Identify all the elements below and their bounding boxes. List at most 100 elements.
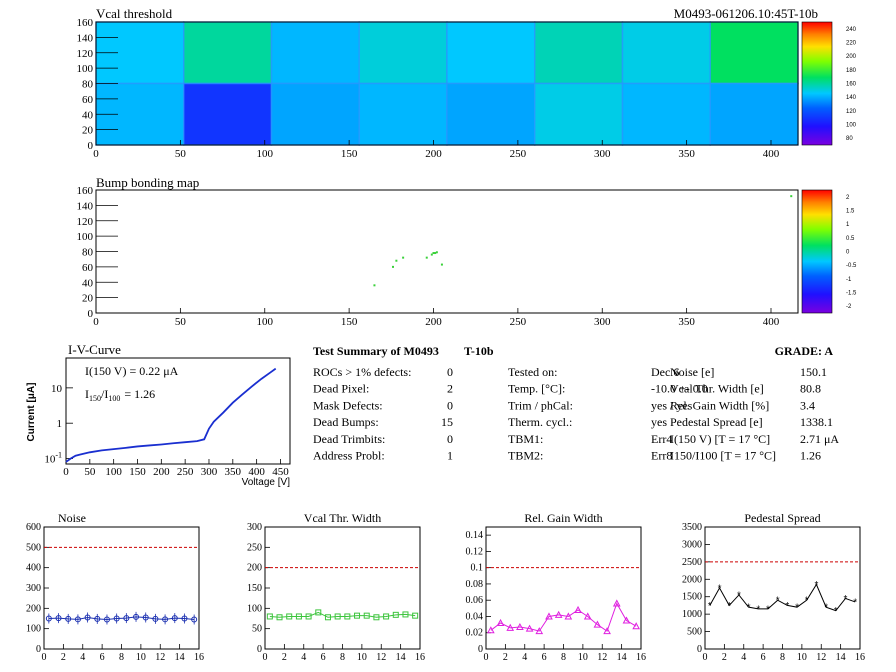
y-tick-label: 140 <box>77 200 94 212</box>
summary-label: I150/I100 [T = 17 °C] <box>670 449 776 463</box>
y-tick-label: 120 <box>77 48 94 60</box>
summary-label: Temp. [°C]: <box>508 382 565 396</box>
data-point <box>412 612 419 619</box>
colorbar-tick-label: -1 <box>846 277 852 283</box>
y-tick-label: 100 <box>77 63 94 75</box>
x-tick-label: 12 <box>597 652 607 663</box>
y-tick-label: 100 <box>26 624 41 635</box>
dead-bump-point <box>373 284 376 287</box>
bump-colorbar <box>801 189 833 314</box>
data-point <box>315 609 322 616</box>
data-point <box>383 613 390 620</box>
y-tick-label: 0 <box>478 644 483 655</box>
data-point <box>487 626 495 634</box>
vcal-threshold-panel: Vcal threshold M0493-061206.10:45T-10b 0… <box>77 6 857 160</box>
colorbar-tick-label: 1 <box>846 222 850 228</box>
module-id-label: M0493-061206.10:45T-10b <box>674 6 818 21</box>
y-tick-label: 60 <box>82 94 94 106</box>
x-tick-label: 6 <box>761 652 766 663</box>
dead-bump-point <box>440 263 443 266</box>
x-tick-label: 350 <box>678 316 695 328</box>
y-tick-label: 0.08 <box>466 579 484 590</box>
y-tick-label: 200 <box>247 563 262 574</box>
x-tick-label: 250 <box>177 466 194 478</box>
summary-label: Noise [e] <box>670 365 714 379</box>
dead-bump-point <box>790 195 793 198</box>
data-point <box>506 623 515 631</box>
colorbar-tick-label: -2 <box>846 304 852 310</box>
summary-label: Dead Trimbits: <box>313 432 385 446</box>
dead-bump-point <box>392 265 394 268</box>
data-point <box>295 613 302 620</box>
dead-bump-point <box>425 256 428 259</box>
y-tick-label: 300 <box>26 583 41 594</box>
roc-cell <box>622 83 711 145</box>
data-point <box>65 615 72 622</box>
y-tick-label: 0.1 <box>471 563 484 574</box>
bump-map-axes: 0 50 100 150 200 250 300 350 400 0 20 40 60 80 100 120 1… <box>77 185 780 328</box>
colorbar-tick-label: -0.5 <box>846 263 857 269</box>
plot-title: Noise <box>58 511 86 525</box>
summary-label: I(150 V) [T = 17 °C] <box>670 432 770 446</box>
x-tick-label: 8 <box>780 652 785 663</box>
roc-cell <box>710 22 798 84</box>
data-point: * <box>824 603 828 614</box>
x-tick-label: 8 <box>561 652 566 663</box>
data-point: * <box>756 604 760 615</box>
iv-annotation-current: I(150 V) = 0.22 μA <box>85 364 179 378</box>
summary-plot: Rel. Gain Width 0 2 4 6 8 10 12 14 16 0 0.02 0.04 0.0… <box>466 511 647 663</box>
summary-value: 1.26 <box>800 449 821 463</box>
summary-label: Rel. Gain Width [%] <box>670 398 769 412</box>
roc-cell <box>622 22 711 84</box>
series-line <box>269 611 416 618</box>
colorbar-tick-label: 220 <box>846 41 857 47</box>
x-tick-label: 16 <box>415 652 425 663</box>
summary-value: 0 <box>447 398 453 412</box>
y-tick-label: 0.12 <box>466 546 484 557</box>
summary-label: Dead Pixel: <box>313 382 369 396</box>
summary-label: Mask Defects: <box>313 398 383 412</box>
summary-value: -10.0 +- 0.0 <box>651 382 708 396</box>
summary-value: 1338.1 <box>800 415 833 429</box>
data-point <box>516 622 524 631</box>
roc-cell <box>534 22 623 84</box>
summary-value: 150.1 <box>800 365 827 379</box>
colorbar-tick-label: 0.5 <box>846 236 855 242</box>
x-tick-label: 0 <box>93 148 99 160</box>
data-point: * <box>747 603 751 614</box>
summary-plot: Pedestal Spread 0 2 4 6 8 10 12 14 16 0 500 1000 1500… <box>682 511 865 663</box>
y-tick-label: 400 <box>26 563 41 574</box>
x-tick-label: 150 <box>341 316 358 328</box>
y-tick-label: 0 <box>36 644 41 655</box>
data-point <box>334 613 341 620</box>
roc-cell <box>710 83 798 145</box>
summary-value: Dec 6 <box>651 365 679 379</box>
vcal-colorbar-ticks: 80 100 120 140 160 180 200 220 240 <box>846 27 857 142</box>
y-tick-label: 80 <box>82 247 94 259</box>
y-tick-label: 20 <box>82 125 94 137</box>
data-point <box>545 612 553 620</box>
data-point <box>276 614 283 621</box>
iv-curve-title: I-V-Curve <box>68 342 121 357</box>
data-point <box>574 605 582 613</box>
series-line <box>48 616 195 621</box>
x-tick-label: 12 <box>816 652 826 663</box>
data-point <box>344 613 351 620</box>
x-tick-label: 10 <box>357 652 367 663</box>
x-tick-label: 14 <box>396 652 406 663</box>
vcal-colorbar <box>801 21 833 146</box>
data-point <box>564 612 573 620</box>
data-point: * <box>708 601 712 612</box>
x-tick-label: 200 <box>153 466 170 478</box>
data-point: * <box>776 596 780 607</box>
data-point <box>171 615 178 622</box>
iv-ylabel: Current [μA] <box>26 383 37 442</box>
roc-cell <box>271 83 360 145</box>
data-point <box>103 616 110 623</box>
data-point <box>94 615 101 622</box>
data-point <box>622 616 631 624</box>
x-tick-label: 150 <box>129 466 146 478</box>
x-tick-label: 10 <box>797 652 807 663</box>
roc-cell <box>447 83 535 145</box>
